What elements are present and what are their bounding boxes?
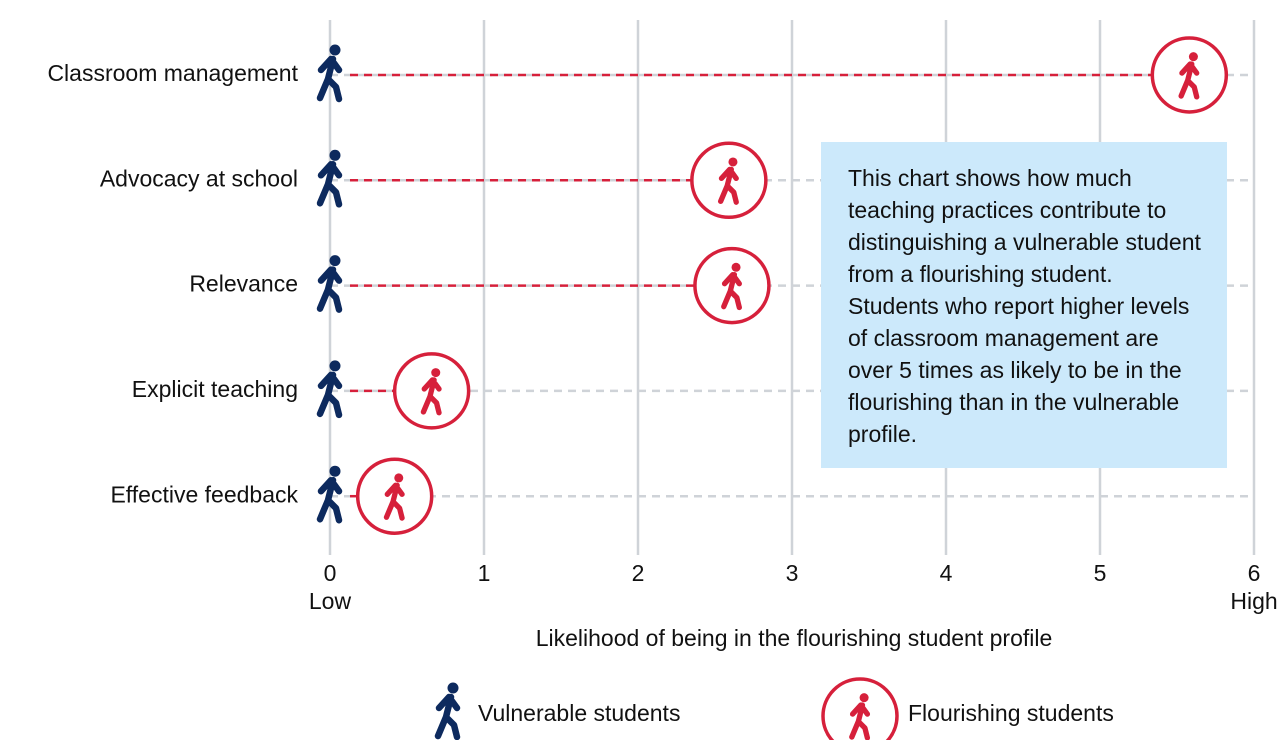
x-tick-label: 3 xyxy=(786,560,799,586)
x-tick-label: 1 xyxy=(478,560,491,586)
x-tick-label: 4 xyxy=(940,560,953,586)
x-axis-title: Likelihood of being in the flourishing s… xyxy=(536,625,1053,651)
icon-head xyxy=(859,693,869,703)
icon-body xyxy=(849,702,871,740)
flourishing-marker xyxy=(690,141,768,220)
flourishing-marker xyxy=(693,246,771,325)
icon-body xyxy=(721,271,742,311)
axis-end-label: High xyxy=(1230,588,1277,614)
icon-body xyxy=(420,377,442,416)
flourishing-marker xyxy=(355,457,434,535)
x-tick-label: 6 xyxy=(1248,560,1261,586)
icon-body xyxy=(1178,61,1200,100)
flourishing-marker xyxy=(821,677,899,740)
x-tick-label: 5 xyxy=(1094,560,1107,586)
annotation: This chart shows how much teaching pract… xyxy=(821,142,1227,468)
icon-body xyxy=(383,482,405,521)
vulnerable-marker xyxy=(316,149,343,208)
marker-icon xyxy=(717,157,739,205)
icon-head xyxy=(329,255,341,267)
x-tick-label: 2 xyxy=(632,560,645,586)
legend-label: Vulnerable students xyxy=(478,700,680,726)
flourishing-marker xyxy=(392,352,471,430)
vulnerable-marker xyxy=(316,465,343,524)
icon-head xyxy=(447,682,459,694)
marker-icon xyxy=(420,368,442,416)
category-label: Advocacy at school xyxy=(100,165,298,191)
vulnerable-marker xyxy=(316,255,343,313)
icon-head xyxy=(329,360,341,372)
category-label: Explicit teaching xyxy=(132,376,298,402)
icon-body xyxy=(316,161,343,208)
icon-head xyxy=(329,149,341,161)
marker-icon xyxy=(383,473,405,521)
icon-body xyxy=(316,266,343,313)
icon-body xyxy=(316,55,343,103)
icon-head xyxy=(329,465,341,477)
legend-label: Flourishing students xyxy=(908,700,1114,726)
icon-head xyxy=(394,473,404,483)
icon-body xyxy=(316,476,343,524)
flourishing-marker xyxy=(1150,36,1229,114)
icon-body xyxy=(434,693,461,740)
icon-body xyxy=(316,371,343,419)
x-tick-label: 0 xyxy=(324,560,337,586)
vulnerable-marker xyxy=(434,682,461,740)
axis-end-label: Low xyxy=(309,588,352,614)
category-label: Effective feedback xyxy=(110,481,298,507)
icon-head xyxy=(431,368,441,378)
icon-head xyxy=(731,262,741,272)
icon-head xyxy=(728,157,738,167)
marker-icon xyxy=(1178,52,1200,100)
icon-head xyxy=(329,44,341,56)
marker-icon xyxy=(849,693,871,740)
vulnerable-marker xyxy=(316,360,343,419)
category-label: Relevance xyxy=(189,271,298,297)
category-label: Classroom management xyxy=(47,60,298,86)
vulnerable-marker xyxy=(316,44,343,103)
marker-icon xyxy=(721,262,742,311)
icon-head xyxy=(1188,52,1198,62)
icon-body xyxy=(717,166,739,205)
